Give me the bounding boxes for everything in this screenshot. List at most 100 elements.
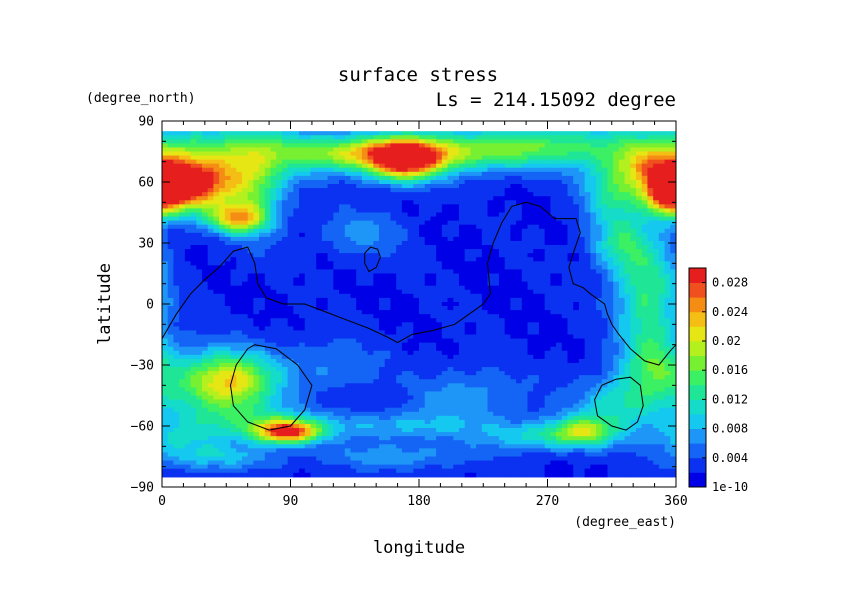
heatmap-cell [481,131,489,136]
heatmap-cell [476,175,483,181]
heatmap-cell [184,143,192,149]
heatmap-cell [224,318,232,323]
heatmap-cell [664,240,671,246]
heatmap-cell [470,293,477,299]
heatmap-cell [396,342,403,348]
heatmap-cell [601,257,609,262]
heatmap-cell [207,240,214,246]
heatmap-cell [441,306,449,311]
heatmap-cell [453,318,460,323]
heatmap-cell [670,192,676,197]
heatmap-cell [361,232,369,238]
heatmap-cell [584,293,591,299]
heatmap-cell [561,350,569,356]
heatmap-cell [213,322,220,327]
heatmap-cell [287,216,294,222]
heatmap-cell [458,184,466,189]
heatmap-cell [379,257,386,262]
heatmap-cell [527,265,534,271]
heatmap-cell [516,350,523,356]
heatmap-cell [281,273,289,279]
heatmap-cell [407,147,414,153]
heatmap-cell [413,338,420,344]
heatmap-cell [270,289,277,295]
heatmap-cell [664,249,671,254]
heatmap-cell [527,289,534,295]
heatmap-cell [241,314,249,319]
heatmap-cell [162,306,169,311]
heatmap-cell [162,350,169,356]
heatmap-cell [630,350,637,356]
heatmap-cell [436,261,443,266]
heatmap-cell [304,265,312,271]
heatmap-cell [653,318,660,323]
heatmap-cell [201,289,209,295]
heatmap-cell [596,179,603,185]
heatmap-cell [224,228,232,234]
heatmap-cell [344,147,352,153]
heatmap-cell [453,245,460,250]
heatmap-cell [236,338,243,344]
heatmap-cell [344,179,352,185]
heatmap-cell [419,204,426,210]
heatmap-cell [230,224,237,230]
heatmap-cell [550,232,557,238]
heatmap-cell [333,338,340,344]
heatmap-cell [464,330,471,336]
heatmap-cell [321,240,329,246]
heatmap-cell [630,289,637,295]
heatmap-cell [419,322,426,327]
heatmap-cell [476,216,483,222]
heatmap-cell [339,147,346,153]
heatmap-cell [213,220,220,226]
heatmap-cell [367,265,374,271]
heatmap-cell [596,216,603,222]
heatmap-cell [664,318,671,323]
heatmap-cell [367,301,374,307]
heatmap-cell [516,297,523,303]
heatmap-cell [316,277,323,283]
heatmap-cell [401,245,409,250]
heatmap-cell [361,139,369,144]
heatmap-cell [436,184,443,189]
heatmap-cell [658,216,666,222]
heatmap-cell [567,265,574,271]
heatmap-cell [538,310,546,315]
heatmap-cell [230,196,237,201]
heatmap-cell [390,167,397,173]
heatmap-cell [573,163,580,169]
heatmap-cell [578,151,586,157]
heatmap-cell [361,293,369,299]
heatmap-cell [310,334,317,340]
heatmap-cell [601,346,609,352]
heatmap-cell [470,155,477,161]
heatmap-cell [241,261,249,266]
heatmap-cell [219,139,226,144]
heatmap-cell [270,334,277,340]
heatmap-cell [327,212,334,218]
heatmap-cell [664,151,671,157]
heatmap-cell [396,338,403,344]
heatmap-cell [533,175,540,181]
heatmap-cell [276,155,283,161]
heatmap-cell [384,200,392,205]
heatmap-cell [373,281,380,287]
heatmap-cell [510,155,517,161]
heatmap-cell [259,253,266,258]
heatmap-cell [344,155,352,161]
heatmap-cell [321,306,329,311]
heatmap-cell [647,301,654,307]
heatmap-cell [436,216,443,222]
heatmap-cell [487,245,494,250]
heatmap-cell [333,269,340,275]
heatmap-cell [299,273,306,279]
heatmap-cell [339,192,346,197]
heatmap-cell [544,289,551,295]
heatmap-cell [321,301,329,307]
heatmap-cell [304,175,312,181]
heatmap-cell [361,167,369,173]
heatmap-cell [527,167,534,173]
heatmap-cell [413,224,420,230]
heatmap-cell [413,163,420,169]
x-axis-unit: (degree_east) [574,515,676,530]
